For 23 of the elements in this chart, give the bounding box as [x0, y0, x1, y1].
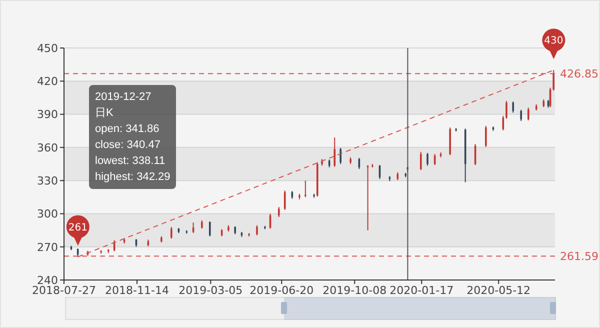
y-tick-label: 330: [37, 174, 58, 188]
y-tick-label: 450: [37, 42, 58, 55]
annotation: 日K: [95, 106, 114, 121]
annotation: close: 340.47: [95, 138, 162, 153]
annotation: 261: [68, 222, 88, 234]
y-tick-label: 420: [37, 75, 58, 88]
ref-line-label: 261.59: [560, 250, 598, 264]
annotation: 2019-12-27: [95, 90, 152, 105]
x-tick-label: 2020-05-12: [466, 284, 531, 297]
y-tick-label: 390: [37, 108, 58, 122]
x-tick-label: 2019-03-05: [178, 284, 243, 297]
y-tick-label: 300: [37, 208, 58, 221]
y-tick-label: 360: [37, 141, 58, 154]
x-tick-label: 2019-06-20: [250, 284, 314, 297]
y-tick-label: 270: [37, 240, 58, 254]
x-tick-label: 2018-11-14: [105, 284, 169, 297]
ref-line-label: 426.85: [560, 67, 598, 80]
x-tick-label: 2019-10-08: [322, 284, 387, 297]
annotation: highest: 342.29: [95, 170, 170, 185]
x-tick-label: 2020-01-17: [390, 284, 454, 297]
annotation: lowest: 338.11: [95, 154, 166, 169]
annotation: open: 341.86: [95, 122, 160, 137]
annotation: 430: [544, 36, 564, 47]
